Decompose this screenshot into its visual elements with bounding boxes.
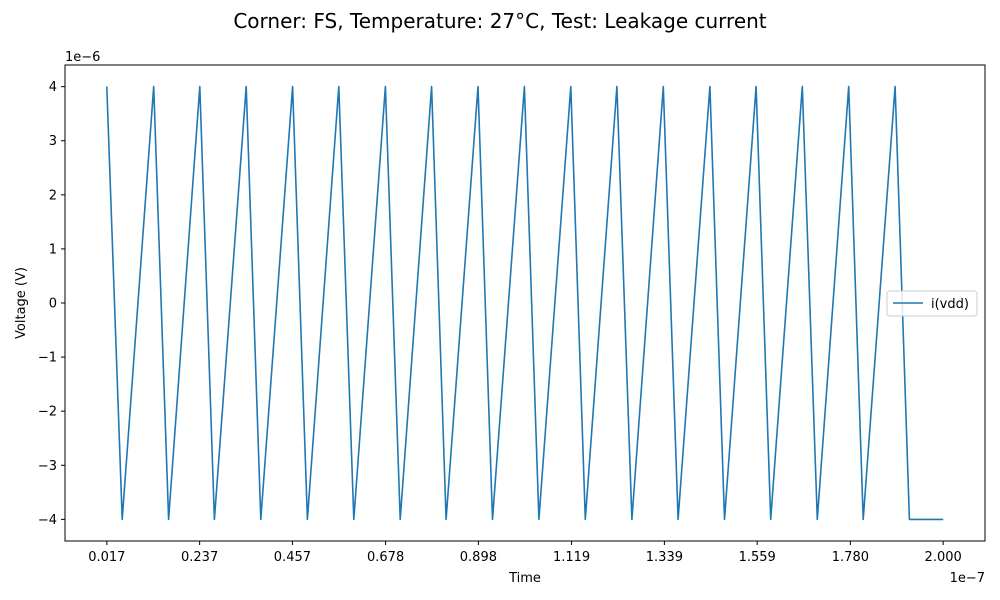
- x-axis-label: Time: [508, 571, 541, 586]
- y-tick-label: 4: [49, 80, 57, 95]
- x-tick-label: 2.000: [925, 550, 962, 565]
- series-line-i-vdd: [106, 85, 944, 521]
- y-axis-label: Voltage (V): [14, 267, 29, 339]
- x-tick-label: 1.780: [832, 550, 869, 565]
- y-tick-label: 2: [49, 188, 57, 203]
- y-offset-label: 1e−6: [65, 50, 100, 65]
- x-tick-label: 0.017: [88, 550, 125, 565]
- y-tick-label: −1: [38, 351, 57, 366]
- x-tick-label: 1.119: [553, 550, 590, 565]
- x-tick-label: 0.678: [367, 550, 404, 565]
- chart-title: Corner: FS, Temperature: 27°C, Test: Lea…: [233, 9, 766, 33]
- y-axis: −4 −3 −2 −1 0 1 2 3 4: [38, 80, 65, 528]
- x-tick-label: 0.898: [460, 550, 497, 565]
- x-tick-label: 0.237: [181, 550, 218, 565]
- plot-area: −4 −3 −2 −1 0 1 2 3 4 0.017 0.237 0.457 0.678 0.898 1…: [38, 64, 986, 565]
- x-tick-label: 1.339: [646, 550, 683, 565]
- x-tick-label: 0.457: [274, 550, 311, 565]
- legend-box: [886, 290, 978, 317]
- y-tick-label: −3: [38, 459, 57, 474]
- plot-frame: [64, 64, 986, 542]
- y-tick-label: −4: [38, 513, 57, 528]
- legend: i(vdd): [886, 290, 978, 317]
- legend-label: i(vdd): [931, 297, 969, 312]
- y-tick-label: 0: [49, 297, 57, 312]
- x-axis: 0.017 0.237 0.457 0.678 0.898 1.119 1.339 1.559…: [88, 541, 962, 565]
- x-tick-label: 1.559: [739, 550, 776, 565]
- x-offset-label: 1e−7: [950, 571, 985, 586]
- y-tick-label: −2: [38, 405, 57, 420]
- y-tick-label: 3: [49, 134, 57, 149]
- y-tick-label: 1: [49, 242, 57, 257]
